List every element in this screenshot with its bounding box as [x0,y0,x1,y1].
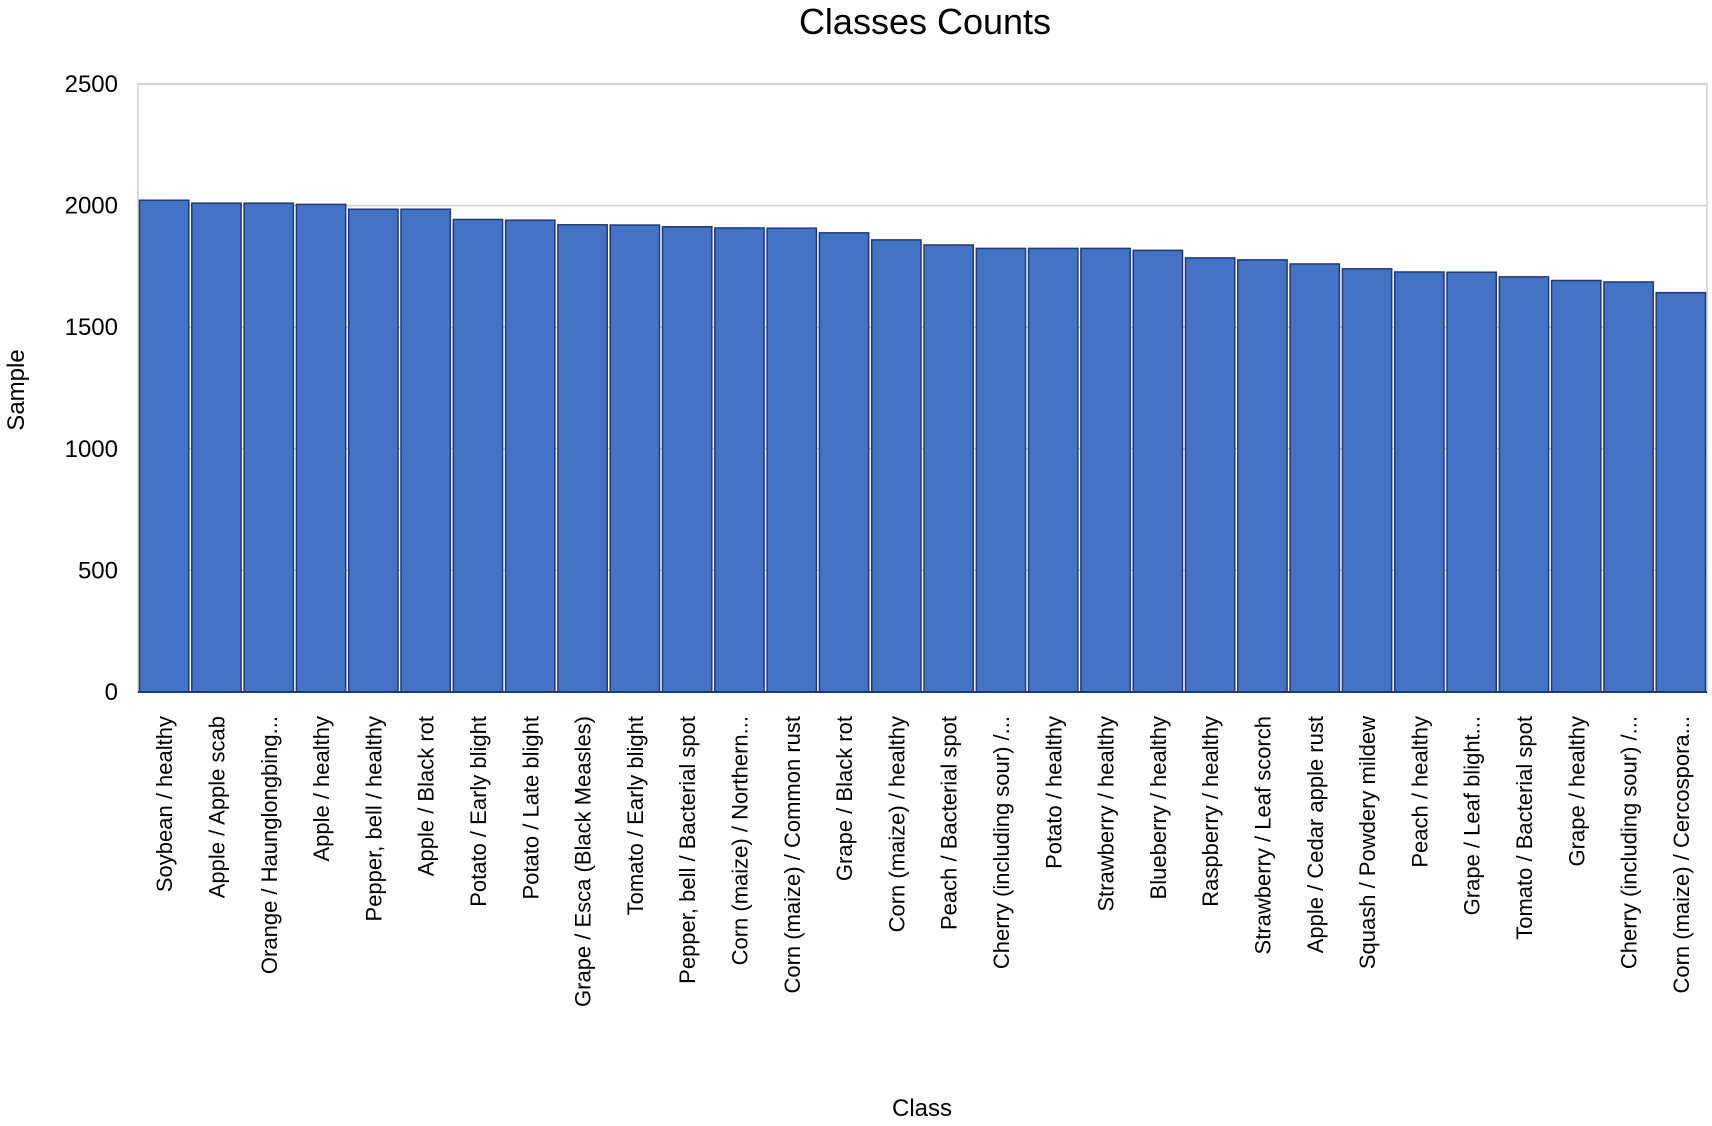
bar [1132,249,1184,693]
bar [975,247,1027,693]
x-tick-label: Potato / Late blight [518,716,543,899]
y-tick-label: 1500 [65,314,118,341]
bar [1341,268,1393,693]
x-axis-label: Class [892,1095,952,1122]
x-tick-label: Corn (maize) / Cercospora... [1669,716,1694,994]
x-tick-label: Grape / healthy [1564,716,1589,866]
bar [243,202,295,693]
y-tick-label: 0 [105,679,118,706]
bar [766,227,818,693]
bars [138,199,1707,693]
x-tick-label: Apple / healthy [309,716,334,862]
x-tick-label: Grape / Leaf blight... [1460,716,1485,915]
bar [295,203,347,693]
x-tick-label: Cherry (including sour) /... [989,716,1014,969]
x-tick-label: Potato / Early blight [466,716,491,907]
y-tick-label: 2000 [65,193,118,220]
x-tick-label: Soybean / healthy [152,716,177,892]
bar [1289,263,1341,693]
bar [818,232,870,693]
x-tick-label: Apple / Black rot [414,716,439,876]
bar [923,244,975,693]
x-tick-label: Potato / healthy [1041,716,1066,869]
x-tick-label: Grape / Esca (Black Measles) [571,716,596,1007]
x-tick-label: Raspberry / healthy [1198,716,1223,907]
gridlines [138,83,1707,572]
bar [870,239,922,693]
x-tick-label: Strawberry / Leaf scorch [1250,716,1275,954]
x-tick-label: Pepper, bell / healthy [361,716,386,921]
x-tick-label: Corn (maize) / healthy [884,716,909,932]
bar [138,199,190,693]
x-tick-label: Pepper, bell / Bacterial spot [675,716,700,984]
x-tick-label: Squash / Powdery mildew [1355,716,1380,969]
x-tick-label: Peach / healthy [1407,716,1432,868]
bar [1655,291,1707,693]
bar [1393,271,1445,693]
y-axis-label: Sample [3,349,30,430]
bar [1446,271,1498,693]
bar [609,224,661,693]
x-tick-label: Tomato / Bacterial spot [1512,716,1537,940]
x-tick-label: Apple / Cedar apple rust [1303,716,1328,953]
chart-title: Classes Counts [799,1,1051,42]
x-tick-label: Corn (maize) / Northern... [727,716,752,965]
x-tick-label: Tomato / Early blight [623,716,648,915]
x-tick-label: Apple / Apple scab [204,716,229,898]
bar [504,219,556,693]
x-tick-label: Orange / Haunglongbing... [257,716,282,974]
y-axis-ticks: 0 500 1000 1500 2000 2500 [65,71,118,706]
bar [1603,281,1654,693]
x-tick-label: Blueberry / healthy [1146,716,1171,899]
bar [400,208,452,693]
bar [661,226,713,693]
x-tick-label: Grape / Black rot [832,716,857,881]
bar [1027,247,1079,693]
bar [1080,247,1131,693]
y-tick-label: 1000 [65,436,118,463]
x-tick-label: Strawberry / healthy [1094,716,1119,912]
bar [714,227,765,693]
y-tick-label: 500 [78,557,118,584]
x-tick-label: Cherry (including sour) /... [1617,716,1642,969]
x-tick-label: Peach / Bacterial spot [937,716,962,930]
bar [347,208,399,693]
bar [1237,259,1288,693]
bar [1498,276,1550,693]
bar [557,224,608,693]
x-tick-label: Corn (maize) / Common rust [780,716,805,994]
y-tick-label: 2500 [65,71,118,98]
bar [191,202,242,693]
bar [1184,257,1236,693]
x-axis-category-labels: Soybean / healthy Apple / Apple scab Orang… [152,716,1694,1007]
bar [452,218,504,693]
bar [1550,279,1602,693]
